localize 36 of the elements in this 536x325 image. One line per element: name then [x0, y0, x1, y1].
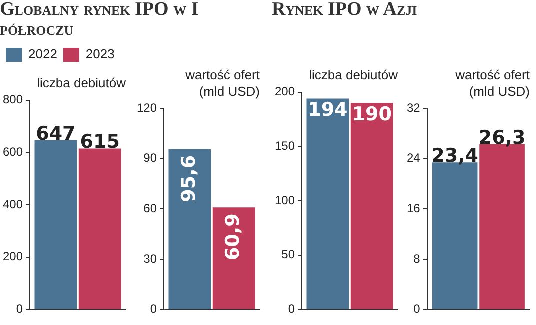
legend-label: 2022: [28, 46, 58, 62]
data-label: 194: [308, 99, 348, 122]
chart-subtitle: liczba debiutów: [37, 76, 127, 91]
y-tick-label: 0: [414, 302, 421, 316]
y-tick-label: 90: [144, 151, 158, 166]
chart-title: Globalny rynek IPO w I półroczu: [0, 0, 200, 40]
chart-subtitle: wartość ofert (mld USD): [184, 68, 260, 99]
y-tick-label: 0: [150, 302, 158, 316]
y-tick-label: 0: [288, 302, 296, 316]
y-tick-label: 120: [136, 100, 158, 115]
data-label: 615: [80, 131, 120, 154]
y-tick-label: 100: [274, 193, 296, 208]
y-tick-label: 600: [2, 144, 24, 159]
data-label: 60,9: [222, 214, 244, 261]
y-tick-label: 150: [274, 138, 296, 153]
data-label: 26,3: [478, 126, 526, 149]
y-tick-label: 200: [2, 250, 24, 264]
y-tick-label: 400: [2, 197, 24, 212]
y-tick-label: 60: [144, 201, 158, 216]
y-tick-label: 800: [2, 92, 24, 107]
data-label: 190: [352, 104, 392, 126]
y-tick-label: 32: [406, 100, 421, 115]
data-label: 23,4: [432, 145, 479, 168]
chart-subtitle: wartość ofert (mld USD): [454, 68, 530, 99]
y-tick-label: 8: [414, 252, 421, 266]
y-tick-label: 200: [274, 84, 296, 99]
y-tick-label: 24: [406, 151, 421, 166]
y-tick-label: 50: [282, 248, 296, 262]
data-label: 95,6: [178, 155, 200, 202]
data-label: 647: [36, 122, 76, 145]
chart-title: Rynek IPO w Azji: [272, 0, 418, 20]
y-tick-label: 16: [406, 201, 421, 216]
legend-label: 2023: [86, 46, 115, 62]
chart-subtitle: liczba debiutów: [309, 68, 399, 83]
y-tick-label: 30: [144, 252, 158, 266]
y-tick-label: 0: [16, 302, 24, 316]
